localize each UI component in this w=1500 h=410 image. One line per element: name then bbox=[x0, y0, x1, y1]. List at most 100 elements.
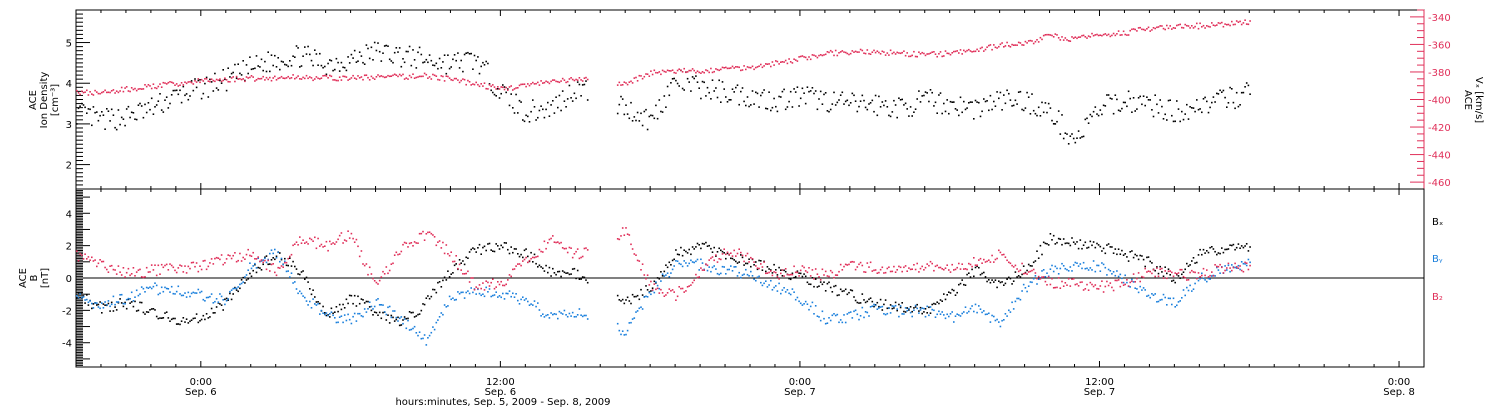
density-point bbox=[854, 100, 857, 102]
density-point bbox=[878, 95, 880, 98]
field-point-3 bbox=[292, 244, 294, 247]
velocity-point bbox=[844, 51, 847, 54]
field-point-2 bbox=[824, 322, 827, 325]
field-point-2 bbox=[415, 332, 418, 334]
field-point-2 bbox=[944, 317, 947, 320]
velocity-point bbox=[919, 53, 922, 55]
field-point-3 bbox=[122, 267, 125, 269]
field-point-3 bbox=[939, 266, 942, 269]
density-point bbox=[422, 61, 424, 64]
field-point-1 bbox=[159, 317, 161, 319]
field-point-1 bbox=[939, 299, 942, 301]
velocity-point bbox=[418, 75, 421, 78]
field-point-1 bbox=[1089, 240, 1092, 243]
field-point-3 bbox=[202, 260, 205, 262]
velocity-point bbox=[490, 85, 492, 88]
field-point-3 bbox=[949, 271, 952, 273]
field-point-3 bbox=[237, 259, 239, 262]
field-point-1 bbox=[513, 248, 516, 250]
field-point-1 bbox=[125, 307, 128, 310]
field-point-2 bbox=[904, 307, 907, 309]
field-point-1 bbox=[127, 298, 130, 301]
field-point-3 bbox=[79, 253, 81, 255]
field-point-3 bbox=[703, 269, 705, 271]
field-point-2 bbox=[1229, 270, 1231, 273]
density-point bbox=[1016, 103, 1018, 105]
field-point-3 bbox=[445, 244, 448, 246]
field-point-1 bbox=[1006, 278, 1008, 280]
velocity-point bbox=[487, 88, 489, 90]
field-point-1 bbox=[705, 241, 707, 244]
velocity-point bbox=[235, 75, 238, 78]
density-point bbox=[122, 118, 125, 120]
field-point-3 bbox=[520, 264, 522, 267]
field-point-2 bbox=[1106, 274, 1108, 276]
velocity-point bbox=[1069, 40, 1072, 42]
field-point-3 bbox=[746, 252, 749, 255]
field-point-1 bbox=[701, 242, 704, 245]
velocity-point bbox=[1031, 40, 1033, 42]
velocity-point bbox=[109, 91, 111, 94]
field-point-2 bbox=[788, 292, 790, 295]
field-point-1 bbox=[983, 271, 985, 274]
field-point-3 bbox=[868, 266, 870, 268]
velocity-point bbox=[1232, 23, 1235, 26]
field-point-1 bbox=[300, 271, 303, 273]
velocity-point bbox=[956, 50, 958, 52]
field-point-2 bbox=[943, 314, 945, 316]
velocity-point bbox=[853, 51, 855, 53]
field-point-3 bbox=[415, 242, 418, 244]
field-point-3 bbox=[1109, 282, 1112, 284]
field-point-1 bbox=[1244, 245, 1246, 247]
field-point-2 bbox=[686, 265, 689, 267]
field-point-2 bbox=[1216, 266, 1218, 269]
field-point-2 bbox=[645, 295, 647, 298]
field-point-1 bbox=[743, 264, 745, 266]
field-point-2 bbox=[360, 315, 363, 317]
velocity-point bbox=[1059, 39, 1062, 41]
field-point-3 bbox=[663, 295, 666, 297]
field-point-2 bbox=[134, 296, 136, 298]
field-point-1 bbox=[638, 298, 641, 301]
density-point bbox=[134, 118, 136, 120]
density-point bbox=[1224, 96, 1226, 99]
velocity-point bbox=[96, 91, 98, 93]
field-point-3 bbox=[545, 247, 547, 250]
field-point-2 bbox=[633, 317, 636, 319]
field-point-1 bbox=[96, 304, 98, 306]
field-point-3 bbox=[808, 267, 810, 269]
velocity-point bbox=[641, 77, 644, 80]
field-point-3 bbox=[495, 286, 497, 288]
field-point-2 bbox=[184, 292, 186, 294]
field-point-3 bbox=[728, 253, 730, 256]
field-point-3 bbox=[668, 288, 671, 290]
velocity-point bbox=[1066, 39, 1068, 41]
field-point-3 bbox=[242, 256, 244, 259]
density-point bbox=[993, 100, 995, 103]
field-point-3 bbox=[199, 265, 201, 267]
field-point-2 bbox=[946, 313, 948, 316]
field-point-1 bbox=[958, 283, 960, 286]
density-point bbox=[254, 67, 256, 70]
density-point bbox=[542, 108, 544, 111]
density-point bbox=[700, 97, 702, 100]
field-point-2 bbox=[552, 313, 554, 316]
field-point-3 bbox=[1197, 272, 1200, 274]
velocity-point bbox=[971, 51, 973, 53]
field-point-2 bbox=[342, 321, 344, 324]
field-point-1 bbox=[919, 306, 922, 309]
field-point-3 bbox=[641, 263, 644, 265]
density-point bbox=[1036, 114, 1038, 117]
velocity-point bbox=[766, 63, 769, 65]
density-point bbox=[698, 87, 700, 89]
density-point bbox=[552, 100, 554, 102]
field-point-3 bbox=[438, 240, 441, 242]
field-point-3 bbox=[778, 278, 780, 280]
field-point-2 bbox=[260, 260, 263, 262]
field-point-1 bbox=[182, 317, 185, 319]
density-point bbox=[210, 81, 213, 83]
velocity-point bbox=[255, 79, 258, 81]
velocity-point bbox=[202, 80, 205, 82]
field-point-2 bbox=[340, 315, 343, 317]
